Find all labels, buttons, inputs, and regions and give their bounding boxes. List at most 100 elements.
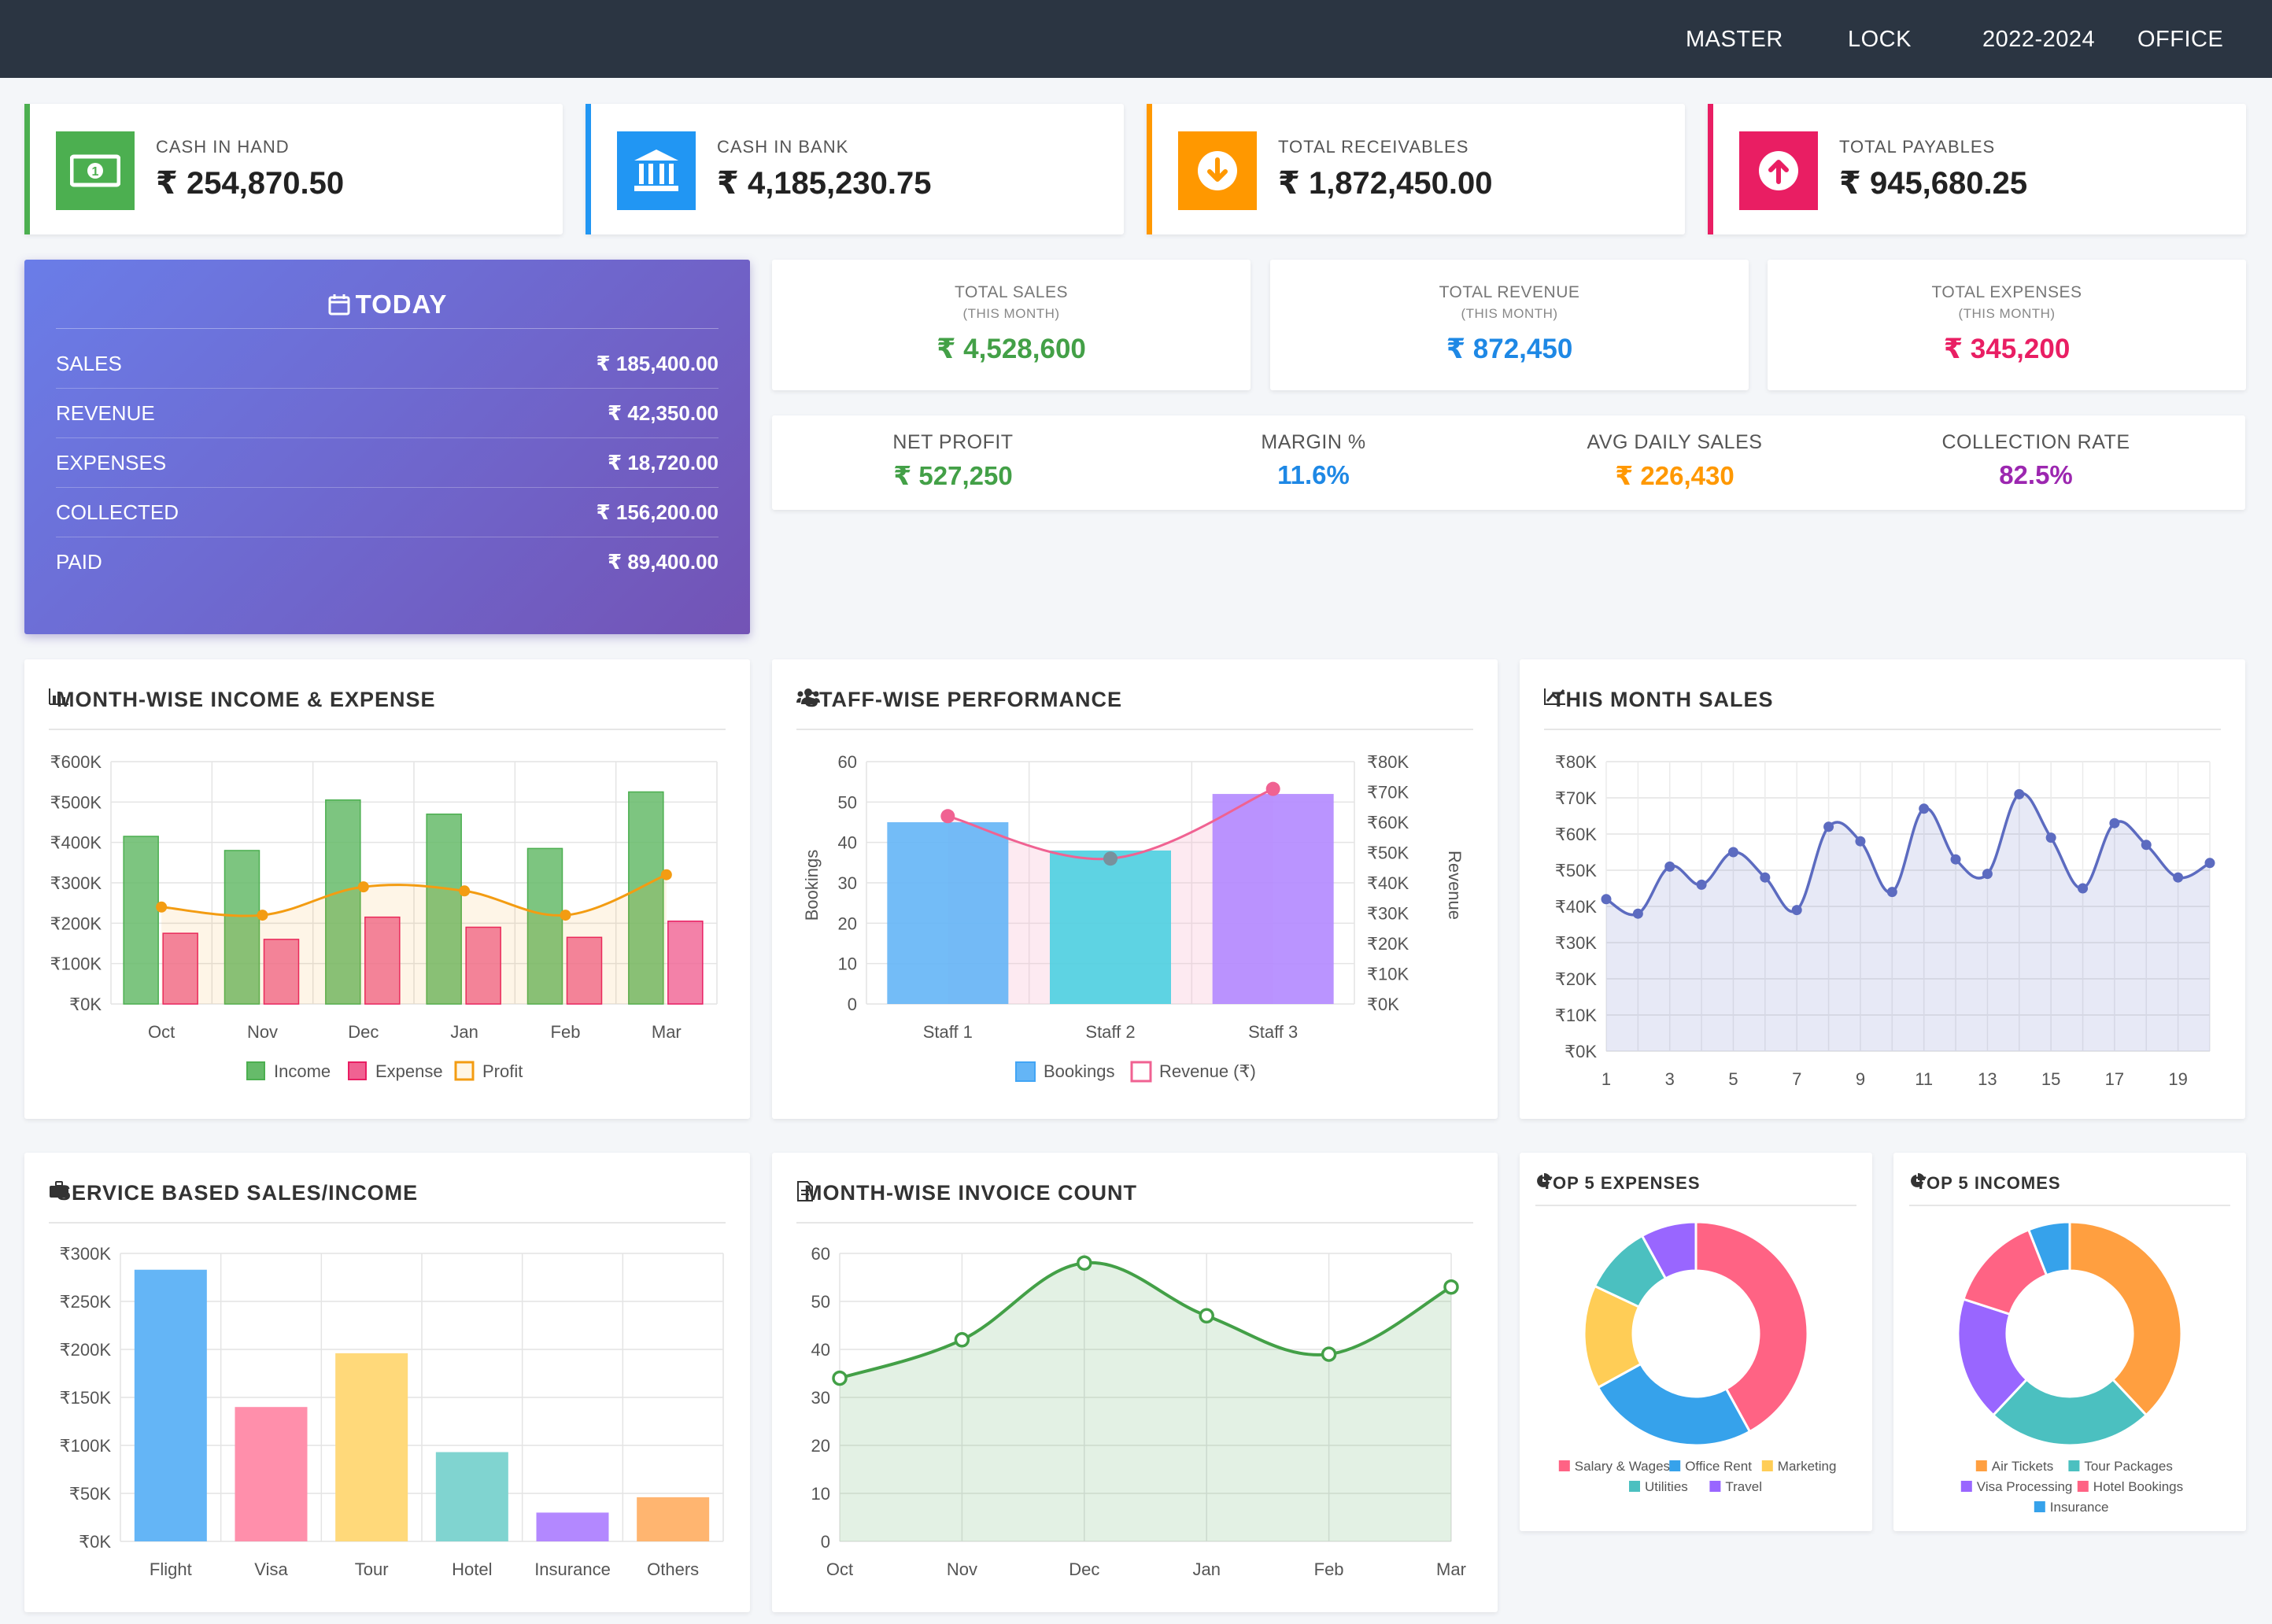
today-row-label: COLLECTED [56, 500, 179, 524]
stat-card-total-payables: TOTAL PAYABLES ₹ 945,680.25 [1708, 104, 2246, 234]
legend-swatch [454, 1061, 475, 1081]
stat-value: ₹ 254,870.50 [156, 166, 345, 201]
stat-card-cash-in-bank: CASH IN BANK ₹ 4,185,230.75 [586, 104, 1124, 234]
total-expenses-value: ₹ 345,200 [1943, 334, 2071, 364]
expense-bar [162, 932, 198, 1005]
sales-point [2109, 818, 2120, 829]
invoice-count-panel: MONTH-WISE INVOICE COUNT 0 10 20 30 40 50 60 Oc… [772, 1153, 1498, 1612]
y-tick-label: ₹300K [50, 873, 102, 893]
profit-point [156, 901, 168, 913]
kpi-label: COLLECTION RATE [1941, 431, 2130, 453]
y-tick-label: 0 [821, 1532, 830, 1552]
y-tick-label: ₹70K [1555, 788, 1597, 808]
invoice-count-chart: 0 10 20 30 40 50 60 Oct Nov Dec Jan Feb Mar [811, 1244, 1466, 1579]
sales-point [1982, 869, 1993, 880]
y-tick-label: ₹20K [1555, 969, 1597, 989]
x-tick-label: Hotel [452, 1559, 492, 1579]
y-tick-label: 60 [811, 1244, 830, 1264]
y-tick-label: ₹200K [50, 914, 102, 933]
legend-label: Visa Processing [1977, 1479, 2073, 1494]
cash-icon: 1 [56, 131, 135, 210]
kpi-value: ₹ 226,430 [1615, 461, 1734, 490]
income-expense-panel: MONTH-WISE INCOME & EXPENSE ₹0K ₹100K ₹200… [24, 659, 750, 1119]
y2-tick-label: ₹30K [1367, 904, 1409, 924]
income-bar [123, 836, 159, 1005]
panel-title: TOP 5 EXPENSES [1542, 1173, 1701, 1193]
legend-label: Marketing [1778, 1459, 1837, 1474]
total-expenses-card: TOTAL EXPENSES (THIS MONTH) ₹ 345,200 [1768, 260, 2246, 390]
sales-point [1696, 879, 1707, 890]
y-tick-label: ₹150K [60, 1388, 112, 1408]
profit-point [560, 910, 571, 921]
service-bar [335, 1353, 408, 1541]
invoice-point [1443, 1279, 1459, 1295]
y-tick-label: 50 [811, 1292, 830, 1312]
sales-point [1760, 872, 1771, 883]
legend-swatch [2077, 1481, 2089, 1492]
service-sales-chart: ₹0K ₹50K ₹100K ₹150K ₹200K ₹250K ₹300K Flight Vi… [60, 1244, 724, 1579]
x-tick-label: 15 [2041, 1069, 2060, 1089]
period-label: (THIS MONTH) [962, 306, 1060, 321]
sales-point [2078, 883, 2089, 894]
y2-tick-label: ₹80K [1367, 752, 1409, 772]
y2-tick-label: ₹20K [1367, 934, 1409, 954]
sales-point [1950, 854, 1961, 865]
y2-tick-label: ₹60K [1367, 813, 1409, 832]
sales-point [1823, 821, 1834, 832]
invoice-point [832, 1370, 848, 1386]
legend-label: Salary & Wages [1575, 1459, 1670, 1474]
revenue-point [1103, 851, 1118, 866]
kpi-label: AVG DAILY SALES [1587, 431, 1763, 453]
income-bar [628, 791, 664, 1005]
x-tick-label: 19 [2168, 1069, 2187, 1089]
nav-year-selector[interactable]: 2022-2024 [1982, 27, 2096, 52]
sales-point [1886, 887, 1897, 898]
nav-office[interactable]: OFFICE [2137, 27, 2224, 52]
income-bar [426, 813, 462, 1005]
x-tick-label: Tour [355, 1559, 389, 1579]
top-navbar: MASTER LOCK 2022-2024 OFFICE [0, 0, 2272, 78]
x-tick-label: Mar [652, 1022, 682, 1042]
service-bar [134, 1269, 207, 1541]
x-tick-label: 13 [1978, 1069, 1997, 1089]
invoice-point [1077, 1255, 1092, 1271]
x-tick-label: Feb [551, 1022, 581, 1042]
nav-lock[interactable]: LOCK [1848, 27, 1912, 52]
y-tick-label: ₹80K [1555, 752, 1597, 772]
sales-point [2173, 872, 2184, 883]
panel-title: MONTH-WISE INCOME & EXPENSE [57, 688, 436, 711]
kpi-value: 82.5% [1999, 460, 2073, 489]
x-tick-label: Flight [150, 1559, 192, 1579]
donut-slice [2026, 1220, 2071, 1277]
period-label: (THIS MONTH) [1461, 306, 1558, 321]
invoice-area [840, 1262, 1451, 1541]
x-tick-label: Jan [450, 1022, 478, 1042]
revenue-point [1265, 781, 1280, 796]
sales-point [1601, 894, 1612, 905]
kpi-net-profit: NET PROFIT ₹ 527,250 [772, 431, 1134, 491]
stat-label: TOTAL PAYABLES [1839, 137, 1996, 157]
legend-swatch [1130, 1061, 1152, 1083]
legend-label: Air Tickets [1992, 1459, 2053, 1474]
profit-area [161, 874, 667, 1004]
arrow-down-circle-icon [1178, 131, 1257, 210]
expense-bar [364, 916, 401, 1005]
legend-label: Office Rent [1685, 1459, 1752, 1474]
legend-swatch [2068, 1460, 2080, 1471]
y-tick-label: 50 [838, 792, 857, 812]
y-tick-label: 10 [811, 1484, 830, 1504]
profit-point [660, 869, 672, 880]
x-tick-label: 1 [1601, 1069, 1611, 1089]
legend-label: Tour Packages [2084, 1459, 2172, 1474]
y-axis-label: Bookings [802, 850, 822, 921]
y2-tick-label: ₹50K [1367, 843, 1409, 863]
nav-master[interactable]: MASTER [1686, 27, 1783, 52]
y-tick-label: ₹600K [50, 752, 102, 772]
x-tick-label: Feb [1314, 1559, 1344, 1579]
y2-tick-label: ₹0K [1367, 995, 1399, 1014]
today-title: TODAY [355, 290, 448, 319]
x-tick-label: 7 [1792, 1069, 1801, 1089]
legend-swatch [1761, 1460, 1773, 1471]
kpi-value: ₹ 527,250 [893, 461, 1013, 490]
